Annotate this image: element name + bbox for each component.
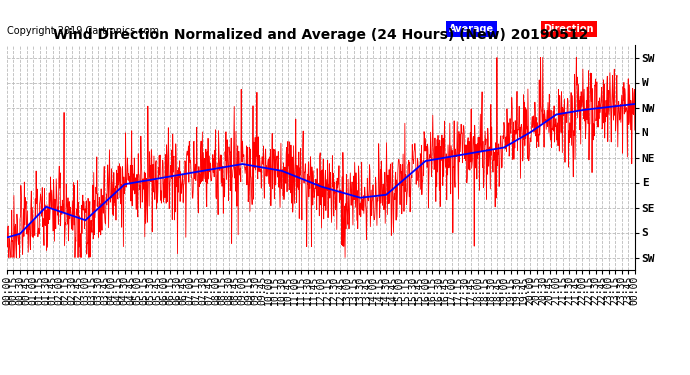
Text: Direction: Direction [544, 24, 594, 34]
Title: Wind Direction Normalized and Average (24 Hours) (New) 20190512: Wind Direction Normalized and Average (2… [53, 28, 589, 42]
Text: Copyright 2019 Cartronics.com: Copyright 2019 Cartronics.com [7, 26, 159, 36]
Text: Average: Average [449, 24, 494, 34]
